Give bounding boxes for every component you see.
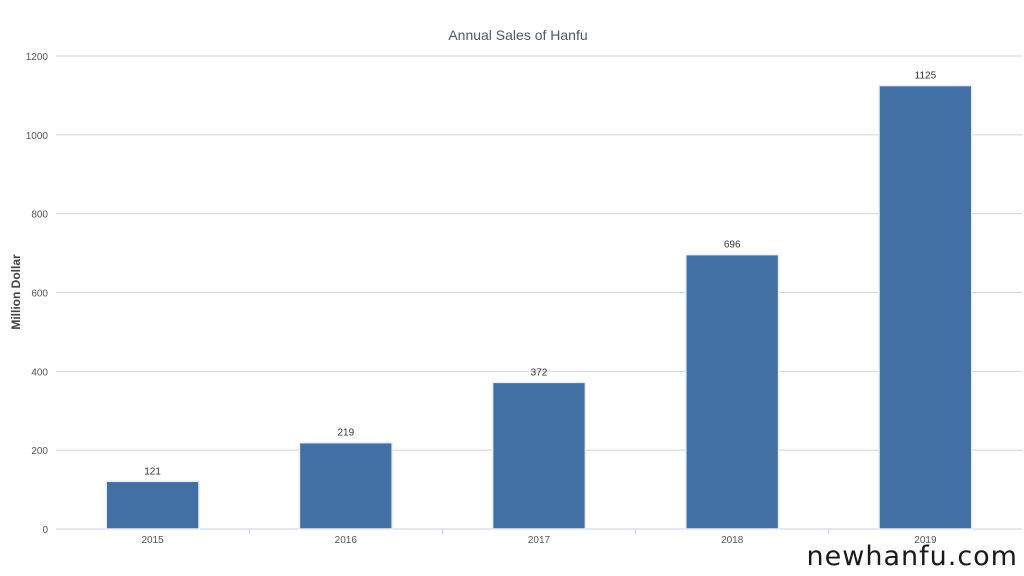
data-label-2015: 121: [144, 466, 161, 477]
y-tick-label: 600: [31, 289, 48, 300]
data-label-2017: 372: [531, 367, 548, 378]
x-tick-label: 2018: [721, 535, 744, 546]
data-labels: 121 219 372 696 1125: [144, 71, 936, 478]
watermark-text: newhanfu.com: [806, 541, 1018, 572]
x-tick-label: 2019: [914, 535, 937, 546]
y-tick-label: 800: [31, 210, 48, 221]
x-tick-label: 2017: [528, 535, 551, 546]
x-tick-label: 2015: [141, 535, 164, 546]
bar-2015: [105, 480, 200, 530]
bar-2016: [298, 441, 393, 530]
y-tick-label: 0: [42, 525, 48, 536]
x-tick-label: 2016: [335, 535, 358, 546]
gridlines: [56, 55, 1022, 530]
y-axis-ticks: 0 200 400 600 800 1000 1200: [26, 52, 49, 536]
y-tick-label: 400: [31, 367, 48, 378]
x-axis-ticks: 2015 2016 2017 2018 2019: [141, 529, 937, 546]
data-label-2016: 219: [337, 428, 354, 439]
bar-2018: [685, 253, 780, 530]
data-label-2018: 696: [724, 240, 741, 251]
data-label-2019: 1125: [915, 71, 937, 82]
y-tick-label: 1000: [26, 131, 49, 142]
y-axis-label: Million Dollar: [9, 254, 23, 330]
chart-title: Annual Sales of Hanfu: [448, 27, 587, 43]
y-tick-label: 1200: [26, 52, 49, 63]
y-tick-label: 200: [31, 446, 48, 457]
bars: [105, 84, 973, 530]
bar-2017: [491, 381, 587, 530]
bar-2019: [878, 84, 973, 530]
